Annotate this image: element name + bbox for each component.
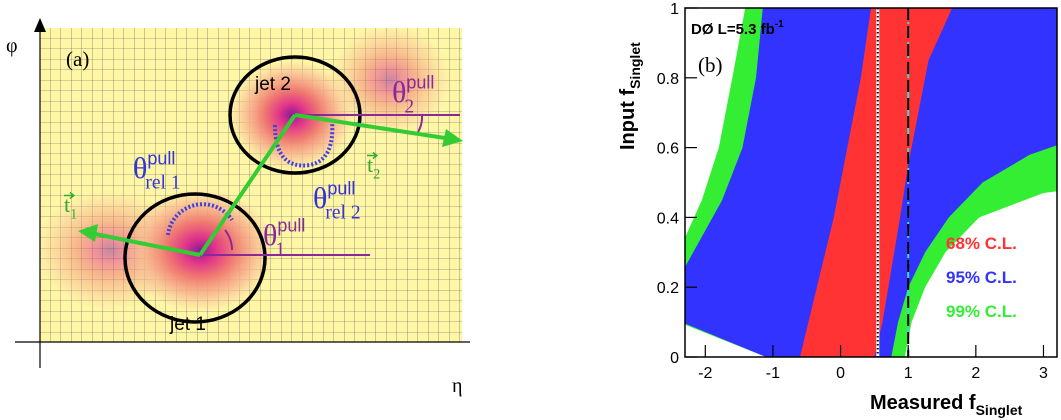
confidence-band: [799, 8, 953, 357]
label-text: Measured f: [870, 392, 976, 414]
subscript: Singlet: [976, 402, 1023, 418]
axis-label: η: [452, 375, 462, 397]
y-tick-label: 1: [670, 1, 679, 18]
vector-arrow: [64, 191, 76, 200]
x-tick-label: -1: [766, 365, 780, 382]
x-tick-label: -2: [698, 365, 712, 382]
pull-vector: [94, 232, 201, 257]
subscript: 2: [373, 167, 380, 183]
symbol: θ: [313, 182, 327, 215]
symbol: θ: [133, 152, 147, 185]
superscript: pull: [406, 73, 434, 93]
angle-arc: [273, 119, 335, 168]
superscript: pull: [327, 179, 355, 199]
superscript: -1: [775, 19, 784, 30]
symbol: θ: [263, 219, 277, 252]
subscript: 2: [404, 97, 414, 118]
subscript: rel 2: [325, 203, 360, 224]
legend-label: 99% C.L.: [946, 302, 1017, 321]
subscript: rel 1: [145, 173, 180, 194]
x-tick-label: 0: [836, 365, 845, 382]
plot-frame: [684, 7, 1058, 358]
panel-label: (b): [698, 53, 723, 77]
arrowhead: [78, 224, 98, 242]
x-tick-label: 3: [1039, 365, 1048, 382]
jet-label: jet 2: [254, 74, 291, 95]
legend-label: 95% C.L.: [946, 268, 1017, 287]
axis-label: φ: [6, 35, 18, 57]
panel-label: (a): [66, 47, 89, 71]
plot-area: [685, 8, 1057, 357]
pull-vector: [294, 113, 446, 140]
jet-blob: [230, 60, 354, 170]
subscript: Singlet: [627, 42, 643, 89]
annotation: DØ L=5.3 fb-1: [691, 19, 784, 38]
legend-label: 68% C.L.: [946, 234, 1017, 253]
jet-blob: [125, 188, 275, 312]
vector-label: t2: [367, 152, 380, 183]
y-tick-label: 0.2: [657, 280, 679, 297]
panel-b: 00.20.40.60.81-2 -1 0 1 2 3DØ L=5.3 fb-1(b)99…: [617, 1, 1058, 418]
jet-label: jet 1: [169, 314, 206, 335]
panel-a: (a) φ η jet 1 jet 2: [6, 18, 470, 397]
symbol: t: [64, 192, 70, 217]
x-axis-label: Measured fSinglet: [870, 392, 1023, 418]
superscript: pull: [277, 216, 305, 236]
y-tick-label: 0.4: [657, 210, 679, 227]
angle-label: θpull 1: [263, 216, 305, 261]
angle-arc: [224, 229, 234, 251]
jet-circle: [123, 192, 267, 324]
jet-axis-link: [198, 113, 297, 257]
vector-label: t1: [64, 192, 77, 223]
subscript: 1: [70, 207, 77, 223]
y-tick-label: 0.8: [657, 71, 679, 88]
symbol: t: [367, 152, 373, 177]
arrowhead: [34, 18, 46, 32]
angle-label: θpull rel 2: [313, 179, 361, 224]
angle-label: θpull rel 1: [133, 149, 181, 194]
x-tick-label: 1: [904, 365, 913, 382]
arrowhead: [442, 129, 463, 147]
subscript: 1: [275, 240, 285, 261]
x-tick-label: 2: [971, 365, 980, 382]
vector-arrow: [367, 151, 379, 160]
annotation-text: DØ L=5.3 fb: [691, 21, 775, 38]
y-tick-label: 0.6: [657, 141, 679, 158]
y-tick-label: 0: [670, 350, 679, 367]
label-text: Input f: [617, 89, 639, 150]
symbol: θ: [392, 76, 406, 109]
angle-label: θpull 2: [392, 73, 434, 118]
superscript: pull: [147, 149, 175, 169]
y-axis-label: Input fSinglet: [617, 42, 643, 150]
